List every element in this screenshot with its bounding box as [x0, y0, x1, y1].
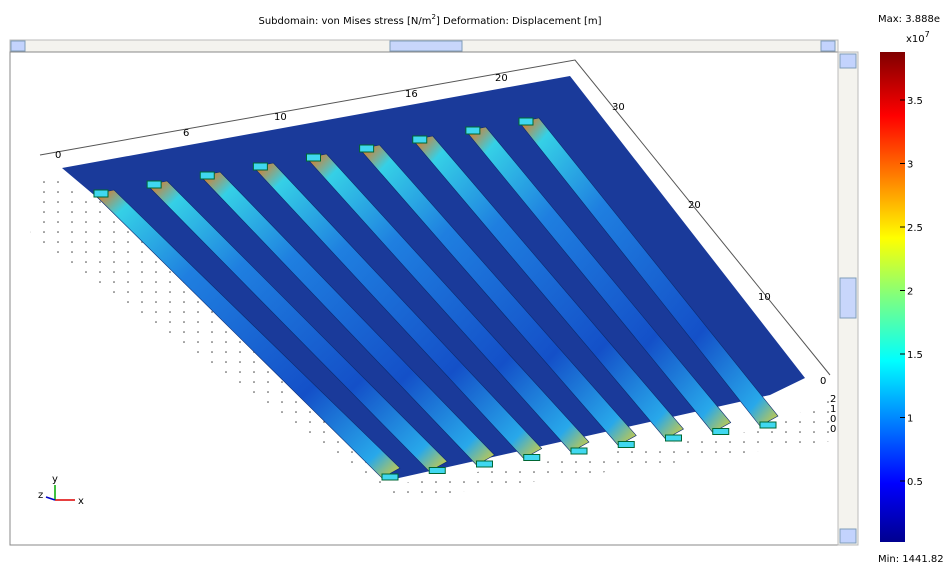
plot-window: Subdomain: von Mises stress [N/m 2 ] Defor… [0, 0, 947, 572]
axis-label: 0 [830, 424, 836, 435]
scale-label: x107 [906, 30, 930, 45]
triad-label: x [78, 496, 84, 507]
triad-label: y [52, 474, 58, 485]
axis-label: 0 [55, 150, 61, 161]
axis-label: 10 [274, 112, 287, 123]
v-scroll-thumb[interactable] [840, 278, 856, 318]
beam-foot [382, 474, 398, 480]
scale-base: x10 [906, 34, 925, 45]
beam-foot [760, 422, 776, 428]
title-text: ] Deformation: Displacement [m] [436, 16, 602, 27]
colorbar-label: 2.5 [907, 223, 923, 234]
scroll-right[interactable] [821, 41, 835, 51]
scroll-left[interactable] [11, 41, 25, 51]
beam-foot [666, 435, 682, 441]
beam-foot [524, 455, 540, 461]
axis-label: 16 [405, 89, 418, 100]
axis-label: 20 [688, 200, 701, 211]
axis-label: 10 [758, 292, 771, 303]
scroll-down[interactable] [840, 529, 856, 543]
beam-foot [713, 429, 729, 435]
colorbar-label: 1 [907, 414, 913, 425]
beam-foot [477, 461, 493, 467]
axis-label: 30 [612, 102, 625, 113]
beam-foot [429, 468, 445, 474]
colorbar-label: 1.5 [907, 350, 923, 361]
beam-foot [618, 442, 634, 448]
beam-head [466, 127, 480, 134]
beam-foot [571, 448, 587, 454]
title-text: Subdomain: von Mises stress [N/m [258, 16, 431, 27]
max-label: Max: 3.888e [878, 14, 940, 25]
triad-label: z [38, 490, 43, 501]
beam-head [253, 163, 267, 170]
colorbar-label: 3.5 [907, 96, 923, 107]
beam-head [94, 190, 108, 197]
beam-head [307, 154, 321, 161]
axis-label: 0 [820, 376, 826, 387]
plot-title: Subdomain: von Mises stress [N/m2] Defor… [258, 13, 601, 27]
beam-head [200, 172, 214, 179]
beam-head [413, 136, 427, 143]
beam-head [147, 181, 161, 188]
scroll-up[interactable] [840, 54, 856, 68]
colorbar-label: 2 [907, 287, 913, 298]
colorbar-label: 0.5 [907, 477, 923, 488]
h-scroll-thumb[interactable] [390, 41, 462, 51]
beam-head [519, 118, 533, 125]
axis-label: 6 [183, 128, 189, 139]
min-label: Min: 1441.82 [878, 554, 944, 565]
comsol-window: Subdomain: von Mises stress [N/m 2 ] Defor… [0, 0, 947, 572]
scale-exp: 7 [925, 30, 930, 39]
colorbar-label: 3 [907, 160, 913, 171]
colorbar [880, 52, 905, 542]
axis-label: 20 [495, 73, 508, 84]
beam-head [360, 145, 374, 152]
